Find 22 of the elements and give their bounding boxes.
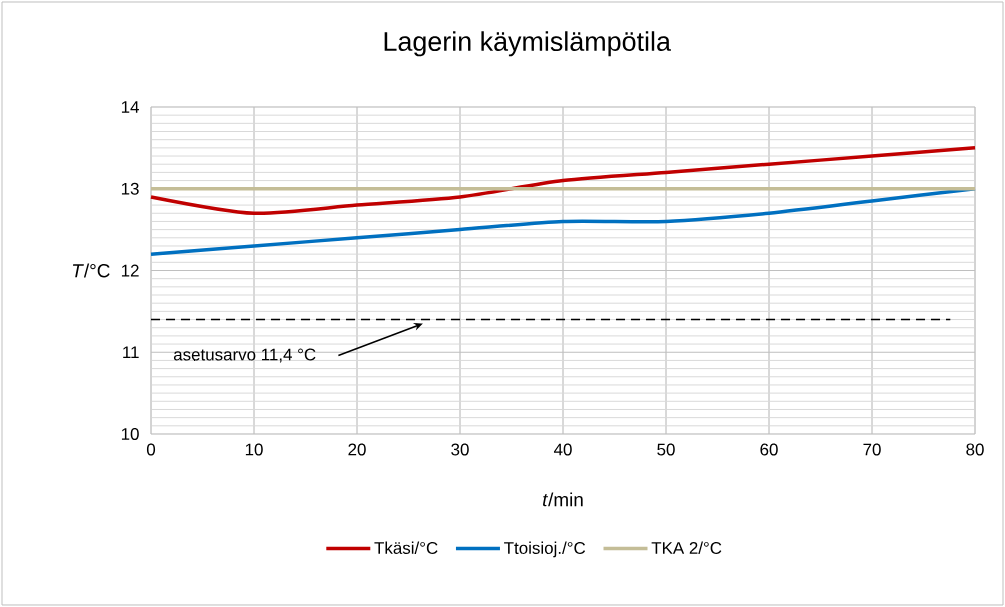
x-tick-label: 60 [760, 443, 778, 456]
x-tick-label: 20 [348, 443, 366, 456]
x-tick-label: 50 [657, 443, 675, 456]
ref-line-label: asetusarvo 11,4 °C [173, 348, 316, 363]
y-tick-label: 13 [121, 182, 139, 195]
chart-title: Lagerin käymislämpötila [384, 31, 671, 57]
x-tick-label: 10 [245, 443, 263, 456]
y-tick-label: 14 [121, 101, 139, 113]
x-tick-label: 0 [146, 443, 156, 456]
y-tick-label: 12 [121, 264, 139, 277]
legend-label: Ttoisioj./°C [504, 541, 586, 558]
y-tick-label: 11 [123, 346, 139, 359]
x-tick-label: 40 [553, 443, 572, 456]
y-tick-label: 10 [121, 427, 139, 440]
legend-label: Tkäsi/°C [374, 541, 438, 554]
y-axis-title: T/°C [72, 263, 110, 278]
x-tick-label: 70 [863, 443, 881, 456]
x-tick-label: 30 [451, 443, 469, 456]
line-series [149, 146, 977, 216]
x-axis-title: t/min [543, 492, 583, 507]
legend-label: TKA 2/°C [651, 541, 722, 554]
x-tick-label: 80 [966, 443, 984, 456]
